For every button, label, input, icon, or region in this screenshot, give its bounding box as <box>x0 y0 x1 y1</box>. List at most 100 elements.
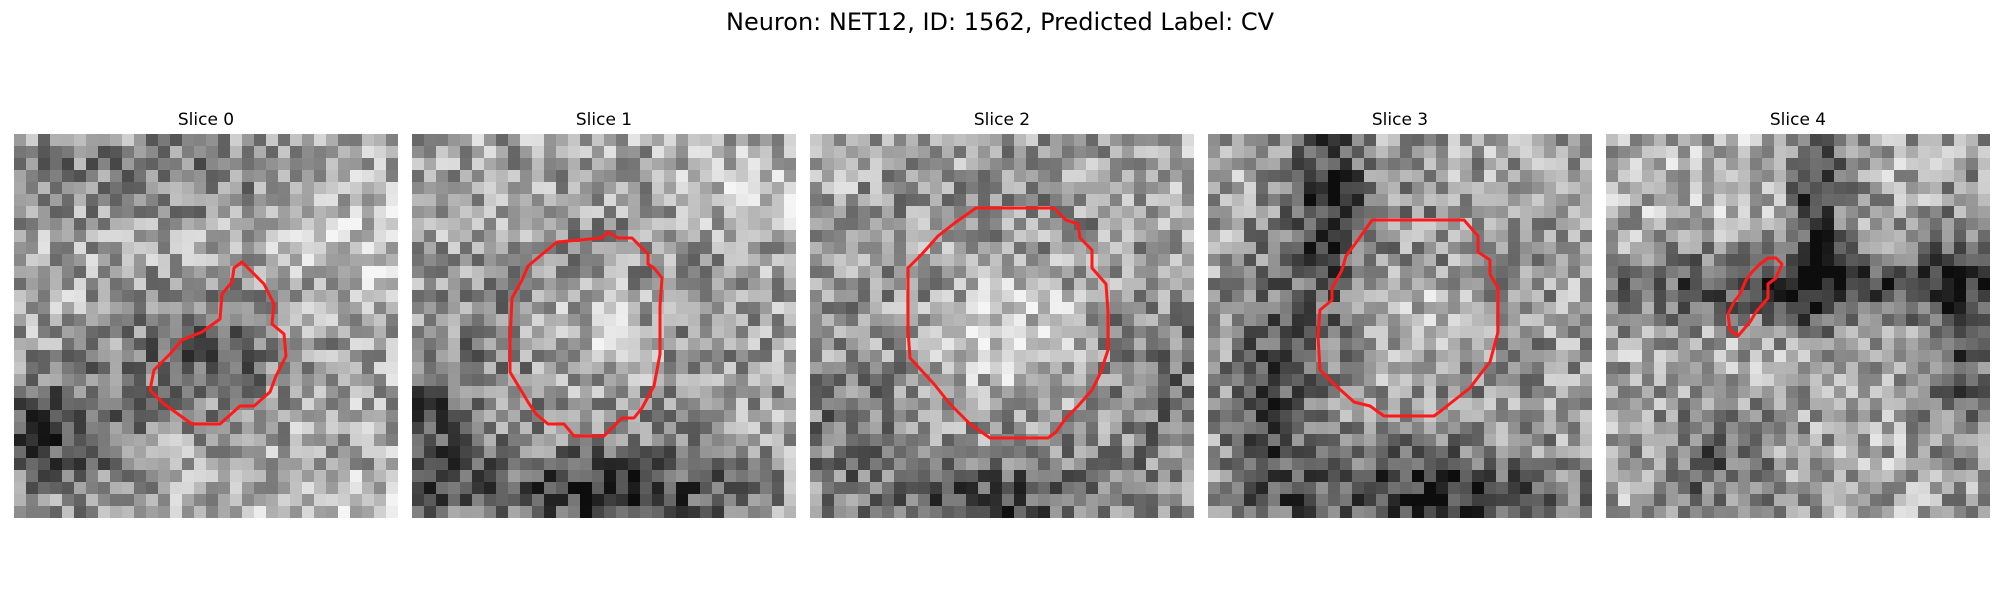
pixel <box>1630 386 1643 399</box>
pixel <box>592 134 605 147</box>
pixel <box>700 206 713 219</box>
pixel <box>350 434 363 447</box>
pixel <box>1714 194 1727 207</box>
pixel <box>218 398 231 411</box>
pixel <box>1918 446 1931 459</box>
pixel <box>532 146 545 159</box>
pixel <box>592 338 605 351</box>
pixel <box>350 254 363 267</box>
pixel <box>242 158 255 171</box>
pixel <box>74 350 87 363</box>
pixel <box>532 362 545 375</box>
pixel <box>1978 266 1990 279</box>
pixel <box>1134 170 1147 183</box>
pixel <box>1870 326 1883 339</box>
pixel <box>604 302 617 315</box>
pixel <box>1738 182 1751 195</box>
pixel <box>218 254 231 267</box>
pixel <box>62 242 75 255</box>
pixel <box>86 398 99 411</box>
pixel <box>1858 410 1871 423</box>
pixel <box>640 482 653 495</box>
pixel <box>50 266 63 279</box>
pixel <box>1388 254 1401 267</box>
pixel <box>1400 194 1413 207</box>
pixel <box>930 218 943 231</box>
pixel <box>1870 302 1883 315</box>
pixel <box>1544 134 1557 147</box>
pixel <box>62 302 75 315</box>
pixel <box>1388 194 1401 207</box>
pixel <box>62 362 75 375</box>
pixel <box>918 410 931 423</box>
pixel <box>1364 506 1377 518</box>
pixel <box>1520 170 1533 183</box>
pixel <box>942 374 955 387</box>
pixel <box>676 218 689 231</box>
pixel <box>1062 158 1075 171</box>
pixel <box>1834 254 1847 267</box>
pixel <box>38 386 51 399</box>
pixel <box>556 182 569 195</box>
pixel <box>990 158 1003 171</box>
pixel <box>906 374 919 387</box>
pixel <box>748 326 761 339</box>
slice-title-3: Slice 3 <box>1371 110 1429 130</box>
pixel <box>930 266 943 279</box>
pixel <box>386 422 398 435</box>
pixel <box>1340 494 1353 507</box>
pixel <box>1568 422 1581 435</box>
pixel <box>954 254 967 267</box>
pixel <box>424 302 437 315</box>
pixel <box>158 494 171 507</box>
pixel <box>1220 338 1233 351</box>
pixel <box>1714 302 1727 315</box>
pixel <box>1690 158 1703 171</box>
pixel <box>1074 434 1087 447</box>
pixel <box>1256 314 1269 327</box>
pixel <box>1256 290 1269 303</box>
pixel <box>230 350 243 363</box>
pixel <box>314 194 327 207</box>
pixel <box>508 170 521 183</box>
pixel <box>110 434 123 447</box>
pixel <box>1328 170 1341 183</box>
pixel <box>1424 458 1437 471</box>
pixel <box>772 434 785 447</box>
pixel <box>676 374 689 387</box>
pixel <box>1268 266 1281 279</box>
pixel <box>1882 410 1895 423</box>
pixel <box>1894 194 1907 207</box>
pixel <box>556 338 569 351</box>
pixel <box>1654 146 1667 159</box>
pixel <box>942 482 955 495</box>
pixel <box>1328 326 1341 339</box>
pixel <box>1014 326 1027 339</box>
pixel <box>1050 266 1063 279</box>
pixel <box>1556 194 1569 207</box>
pixel <box>460 386 473 399</box>
pixel <box>1556 506 1569 518</box>
pixel <box>1678 278 1691 291</box>
pixel <box>1894 362 1907 375</box>
pixel <box>110 206 123 219</box>
pixel <box>1208 410 1221 423</box>
pixel <box>1122 134 1135 147</box>
pixel <box>38 302 51 315</box>
pixel <box>314 506 327 518</box>
pixel <box>1882 302 1895 315</box>
pixel <box>1978 146 1990 159</box>
pixel <box>62 146 75 159</box>
pixel <box>1666 290 1679 303</box>
pixel <box>1870 242 1883 255</box>
pixel <box>1690 146 1703 159</box>
pixel <box>1496 182 1509 195</box>
pixel <box>1834 446 1847 459</box>
pixel <box>338 386 351 399</box>
pixel <box>1098 374 1111 387</box>
pixel <box>1750 410 1763 423</box>
pixel <box>1496 422 1509 435</box>
pixel <box>990 134 1003 147</box>
pixel <box>1038 278 1051 291</box>
pixel <box>990 146 1003 159</box>
